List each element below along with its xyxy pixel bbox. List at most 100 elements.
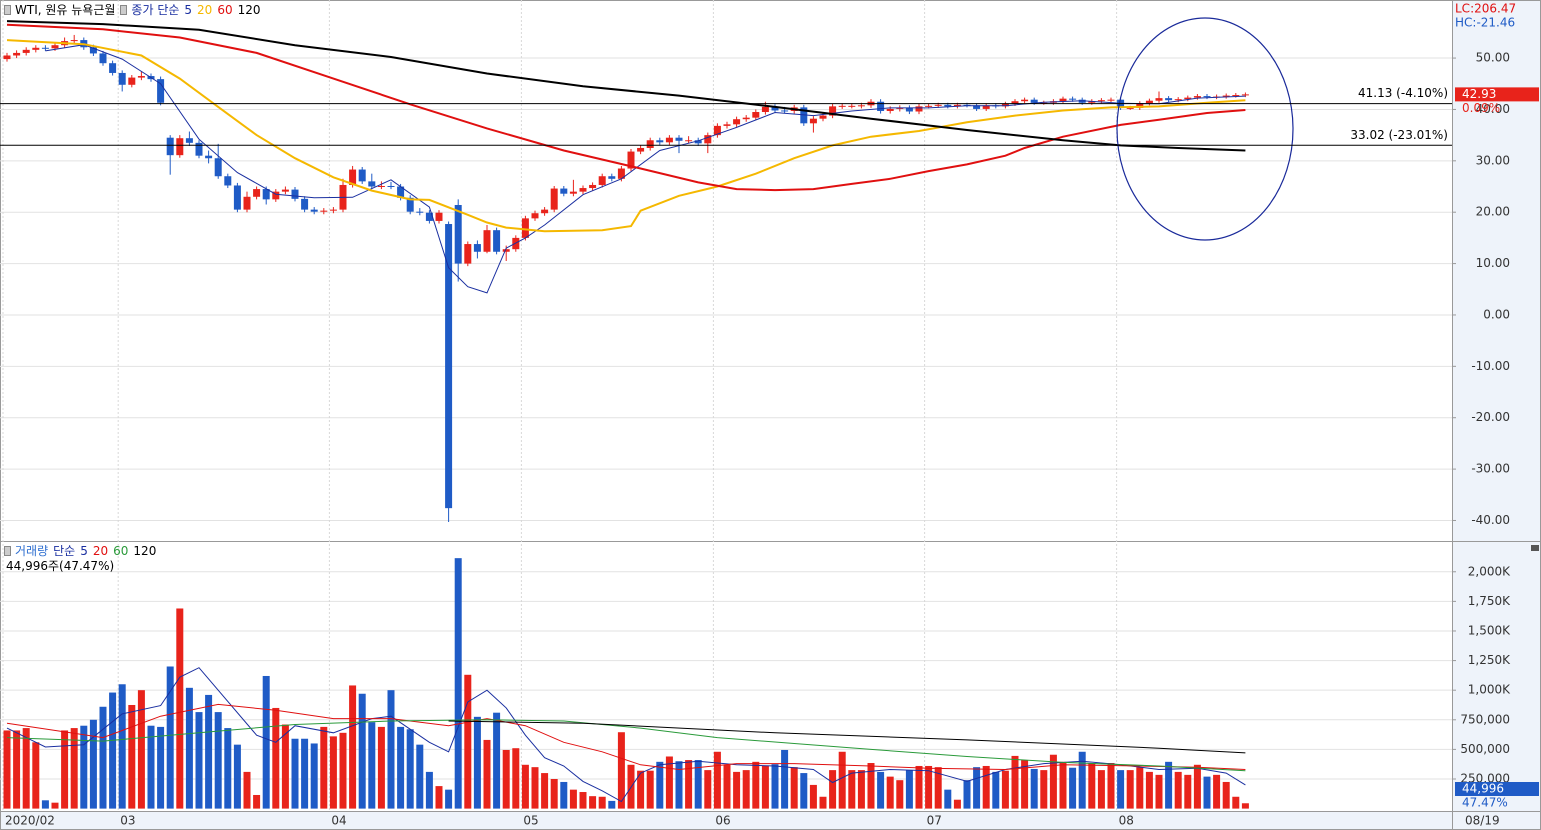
volume-bar [723,764,731,809]
candle-body [627,151,635,169]
volume-bar [704,770,712,809]
volume-bar [550,778,558,809]
volume-bar [185,687,193,809]
volume-bar [1117,770,1125,809]
candle-body [569,191,577,194]
volume-bar [569,789,577,809]
ma-line [6,39,1246,233]
candle-body [109,63,117,73]
volume-bar [598,796,606,809]
volume-bar [291,738,299,809]
volume-bar [1193,764,1201,809]
y-tick-label: 750,000 [1460,712,1510,726]
y-tick-label: 1,500K [1468,623,1511,637]
volume-bar [262,675,270,809]
volume-bar [809,784,817,809]
candle-body [253,189,261,197]
candle-body [886,108,894,111]
candle-body [982,105,990,109]
legend-icon [4,5,11,15]
candle-body [1021,99,1029,102]
y-tick-label: 1,250K [1468,653,1511,667]
volume-bar [982,765,990,809]
volume-bar [32,742,40,809]
volume-bar [118,684,126,809]
candle-body [598,176,606,185]
volume-bar [1232,796,1240,809]
volume-last: 44,996주(47.47%) [6,559,119,573]
candle-body [70,40,78,42]
candle-body [541,209,549,214]
legend-entry: 5 [80,544,88,558]
x-tick-label: 08 [1119,814,1134,828]
volume-bar [877,771,885,809]
volume-bar [1184,774,1192,809]
candle-body [176,138,184,156]
candle-body [1001,103,1009,107]
last-volume-tag [1455,782,1539,796]
legend-entry: 120 [133,544,157,558]
candle-body [1145,100,1153,104]
price-line-label: 41.13 (-4.10%) [1358,86,1448,100]
legend-icon [4,546,11,556]
candle-body [550,188,558,210]
x-tick-label: 04 [331,814,346,828]
candle-body [205,155,213,159]
volume-bar [281,724,289,809]
volume-bar [819,796,827,809]
candle-body [435,212,443,221]
volume-bar [1155,774,1163,809]
volume-bar [1107,763,1115,809]
volume-bar [214,712,222,809]
volume-bar [896,780,904,809]
candle-body [445,224,453,509]
candle-body [1088,101,1096,103]
candle-body [349,169,357,185]
volume-bar [963,780,971,809]
candle-body [397,186,405,198]
candle-body [41,47,49,49]
volume-bar [502,749,510,809]
y-tick-label: -20.00 [1471,410,1510,424]
candle-body [137,76,145,78]
volume-bar [579,792,587,809]
candle-body [128,77,136,85]
volume-bar [233,744,241,809]
last-volume-label: 44,996 [1462,782,1504,796]
candle-body [454,205,462,264]
volume-bar [406,729,414,809]
volume-bar [435,786,443,809]
candle-body [1107,99,1115,101]
panel-icon[interactable] [1531,545,1539,551]
candle-body [1174,99,1182,101]
volume-bar [1049,754,1057,809]
volume-bar [387,690,395,809]
volume-bar [1222,781,1230,809]
volume-bar [493,712,501,809]
volume-bar [1145,771,1153,809]
candle-body [761,106,769,113]
legend-entry: 5 [184,3,193,17]
x-tick-label: 05 [523,814,538,828]
x-end-label: 08/19 [1465,814,1500,828]
volume-bar [310,743,318,809]
candle-body [310,209,318,212]
candle-body [166,137,174,156]
volume-bar [694,760,702,809]
volume-bar [1097,770,1105,809]
candle-body [243,196,251,210]
volume-bar [483,739,491,809]
volume-bar [109,692,117,809]
candle-body [291,189,299,199]
candle-body [646,140,654,148]
candle-body [1059,98,1067,102]
volume-bar [589,796,597,809]
candle-body [1193,96,1201,98]
chart-title: WTI, 원유 뉴욕근월 [15,3,116,17]
ma-line [6,719,1246,772]
candle-body [1030,99,1038,103]
volume-bar [176,608,184,809]
volume-bar [944,789,952,809]
volume-bar [608,800,616,809]
